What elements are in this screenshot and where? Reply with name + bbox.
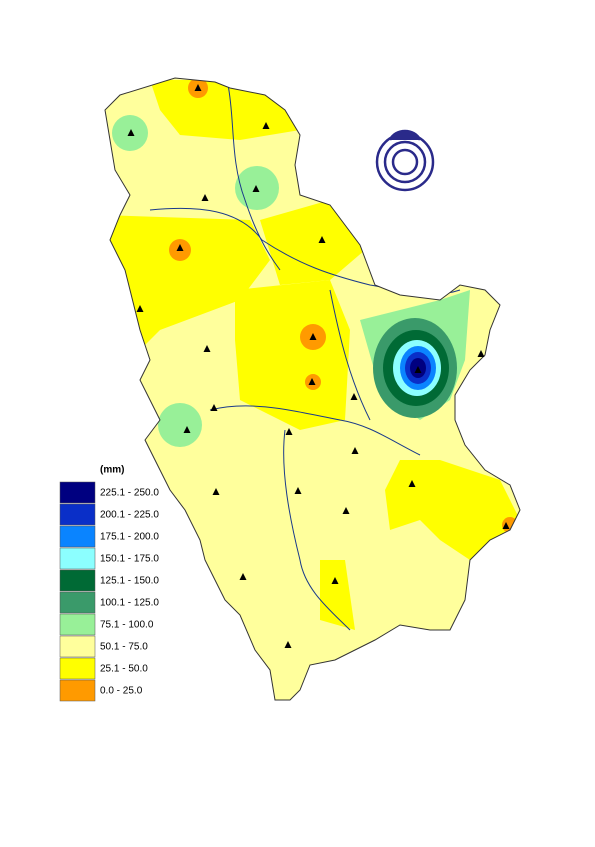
station [262, 122, 270, 129]
station [183, 426, 191, 433]
zone [158, 403, 202, 447]
station [212, 488, 220, 495]
legend-swatch [59, 591, 96, 614]
station [309, 333, 317, 340]
legend-label: 0.0 - 25.0 [100, 686, 143, 697]
legend-swatch [59, 481, 96, 504]
station [308, 378, 316, 385]
legend-label: 225.1 - 250.0 [100, 488, 159, 499]
legend-swatch [59, 635, 96, 658]
station [502, 522, 510, 529]
legend-label: 200.1 - 225.0 [100, 510, 159, 521]
logo [375, 129, 435, 192]
station [201, 194, 209, 201]
station [210, 404, 218, 411]
legend-swatch [59, 657, 96, 680]
legend-swatch [59, 613, 96, 636]
precipitation-map [105, 78, 520, 700]
country-border [104, 77, 521, 701]
zone [320, 560, 355, 630]
zone [385, 460, 520, 560]
station [351, 447, 359, 454]
station [136, 305, 144, 312]
zone [260, 200, 365, 285]
legend-label: 75.1 - 100.0 [100, 620, 154, 631]
zone [235, 280, 350, 430]
station [414, 366, 422, 373]
station [285, 428, 293, 435]
legend-label: 50.1 - 75.0 [100, 642, 148, 653]
station [252, 185, 260, 192]
station [203, 345, 211, 352]
station [239, 573, 247, 580]
legend-swatch [59, 525, 96, 548]
legend-label: 100.1 - 125.0 [100, 598, 159, 609]
legend-label: 175.1 - 200.0 [100, 532, 159, 543]
legend-unit: (mm) [100, 465, 124, 476]
legend-label: 150.1 - 175.0 [100, 554, 159, 565]
stations [127, 84, 510, 648]
station [350, 393, 358, 400]
legend-swatch [59, 679, 96, 702]
station [477, 350, 485, 357]
station [284, 641, 292, 648]
station [176, 244, 184, 251]
legend: 225.1 - 250.0 200.1 - 225.0 175.1 - 200.0 1… [59, 481, 159, 702]
legend-label: 125.1 - 150.0 [100, 576, 159, 587]
station [127, 129, 135, 136]
zone [105, 215, 270, 360]
station [342, 507, 350, 514]
legend-swatch [59, 503, 96, 526]
legend-label: 25.1 - 50.0 [100, 664, 148, 675]
station [194, 84, 202, 91]
station [408, 480, 416, 487]
legend-swatch [59, 569, 96, 592]
station [318, 236, 326, 243]
station [294, 487, 302, 494]
station [331, 577, 339, 584]
legend-swatch [59, 547, 96, 570]
